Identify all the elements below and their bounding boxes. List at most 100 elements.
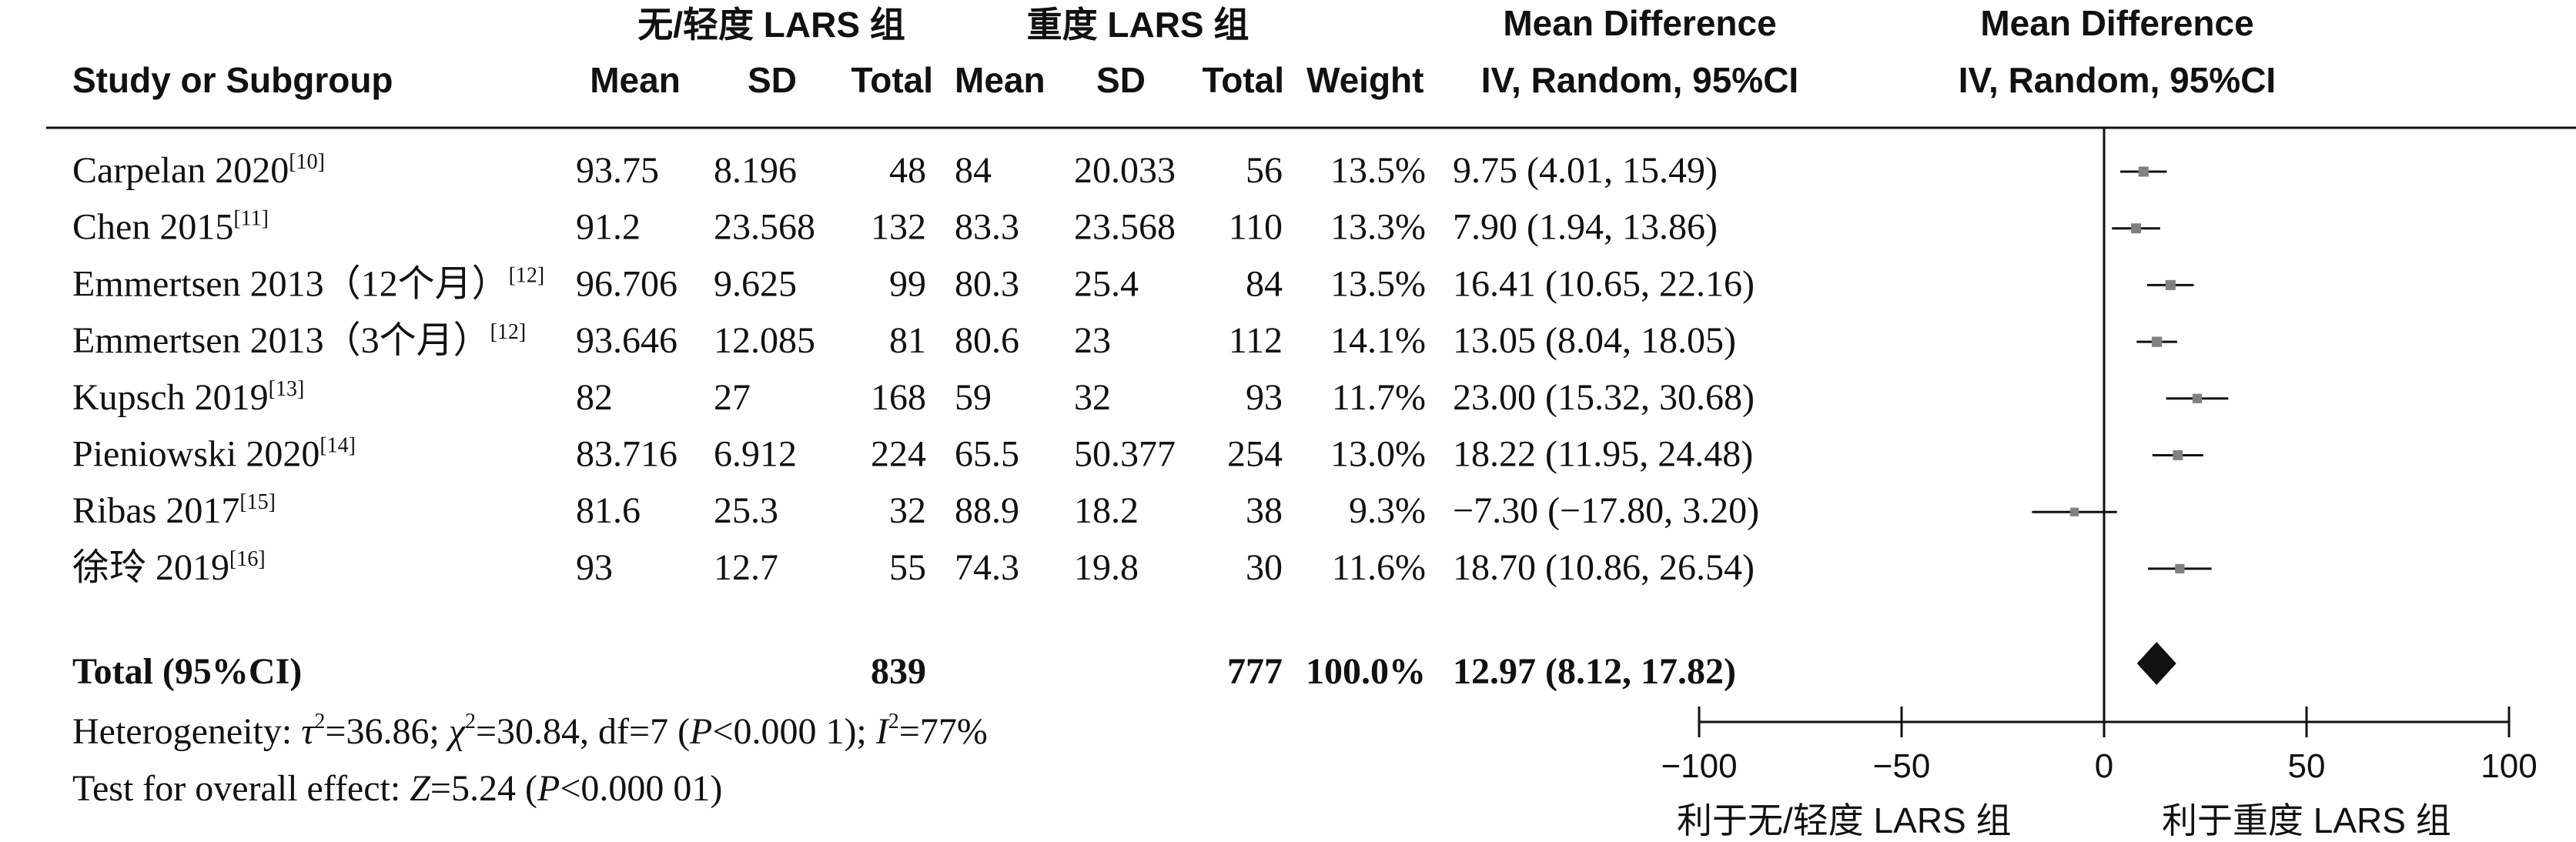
cell-ci-text: −7.30 (−17.80, 3.20)	[1453, 490, 1759, 531]
cell-n2: 110	[1229, 207, 1283, 248]
sd2-header: SD	[1096, 60, 1146, 100]
study-rows: Carpelan 2020[10] 93.75 8.196 48 84 20.033 56 1…	[72, 150, 1759, 588]
cell-sd1: 9.625	[714, 263, 797, 304]
cell-weight: 13.5%	[1330, 263, 1426, 304]
effect-marker	[2151, 336, 2163, 347]
forest-plot-marks	[2032, 166, 2229, 685]
cell-n2: 30	[1246, 547, 1283, 588]
weight-header: Weight	[1306, 60, 1423, 100]
cell-mean1: 93.646	[576, 320, 677, 361]
cell-sd2: 20.033	[1074, 150, 1176, 191]
study-name: Emmertsen 2013（3个月）[12]	[72, 320, 526, 361]
cell-ci-text: 18.22 (11.95, 24.48)	[1453, 434, 1753, 475]
table-row: Emmertsen 2013（3个月）[12] 93.646 12.085 81 80.…	[72, 320, 1736, 361]
cell-ci-text: 13.05 (8.04, 18.05)	[1453, 320, 1736, 361]
effect-marker	[2070, 507, 2079, 516]
pooled-diamond	[2136, 642, 2176, 685]
total-ci: 12.97 (8.12, 17.82)	[1453, 651, 1736, 692]
cell-n2: 93	[1246, 377, 1283, 418]
total-n1: 839	[871, 651, 926, 692]
table-row: Chen 2015[11] 91.2 23.568 132 83.3 23.568 110 1…	[72, 207, 1718, 248]
cell-ci-text: 18.70 (10.86, 26.54)	[1453, 547, 1755, 588]
cell-mean2: 65.5	[955, 434, 1019, 475]
study-name: Kupsch 2019[13]	[72, 377, 304, 418]
cell-mean1: 93	[576, 547, 613, 588]
cell-weight: 11.7%	[1332, 377, 1426, 418]
cell-ci-text: 7.90 (1.94, 13.86)	[1453, 207, 1718, 248]
effect-marker	[2175, 563, 2185, 574]
total-n2: 777	[1227, 651, 1283, 692]
favours-left-label: 利于无/轻度 LARS 组	[1677, 800, 2012, 840]
cell-n2: 56	[1246, 150, 1283, 191]
plot-header-top: Mean Difference	[1980, 3, 2253, 43]
cell-sd2: 23	[1074, 320, 1111, 361]
cell-weight: 11.6%	[1332, 547, 1426, 588]
cell-n1: 132	[871, 207, 926, 248]
cell-weight: 13.0%	[1330, 434, 1426, 475]
cell-ci-text: 23.00 (15.32, 30.68)	[1453, 377, 1755, 418]
study-name: Chen 2015[11]	[72, 207, 269, 248]
sd1-header: SD	[748, 60, 797, 100]
study-name: Emmertsen 2013（12个月）[12]	[72, 263, 544, 304]
total-label: Total (95%CI)	[72, 651, 302, 692]
study-name: Ribas 2017[15]	[72, 490, 276, 531]
cell-ci-text: 16.41 (10.65, 22.16)	[1453, 263, 1755, 304]
group2-header: 重度 LARS 组	[1027, 5, 1250, 45]
plot-header-sub: IV, Random, 95%CI	[1959, 60, 2276, 100]
cell-sd2: 25.4	[1074, 263, 1139, 304]
tick-label: 50	[2288, 747, 2326, 785]
cell-weight: 9.3%	[1349, 490, 1426, 531]
cell-mean1: 83.716	[576, 434, 677, 475]
table-row: Kupsch 2019[13] 82 27 168 59 32 93 11.7% 23.00 (…	[72, 377, 1755, 418]
cell-sd1: 12.085	[714, 320, 815, 361]
study-name: 徐玲 2019[16]	[72, 547, 266, 588]
effect-marker	[2138, 166, 2149, 177]
cell-n1: 32	[889, 490, 926, 531]
total2-header: Total	[1203, 60, 1284, 100]
cell-n1: 48	[889, 150, 926, 191]
cell-mean1: 93.75	[576, 150, 659, 191]
cell-n2: 38	[1246, 490, 1283, 531]
cell-n2: 254	[1227, 434, 1283, 475]
tick-label: −50	[1873, 747, 1931, 785]
study-header: Study or Subgroup	[72, 60, 393, 100]
cell-mean2: 88.9	[955, 490, 1019, 531]
total-weight: 100.0%	[1306, 651, 1426, 692]
cell-sd2: 50.377	[1074, 434, 1176, 475]
total1-header: Total	[851, 60, 933, 100]
cell-n1: 81	[889, 320, 926, 361]
cell-mean2: 83.3	[955, 207, 1019, 248]
effect-marker	[2165, 279, 2176, 290]
table-row: Emmertsen 2013（12个月）[12] 96.706 9.625 99 80.…	[72, 263, 1755, 304]
effect-marker	[2173, 450, 2183, 460]
cell-n1: 224	[871, 434, 926, 475]
cell-mean1: 82	[576, 377, 613, 418]
cell-sd1: 12.7	[714, 547, 778, 588]
cell-sd1: 8.196	[714, 150, 797, 191]
cell-weight: 13.3%	[1330, 207, 1426, 248]
mean2-header: Mean	[955, 60, 1045, 100]
study-name: Pieniowski 2020[14]	[72, 434, 356, 475]
tick-label: −100	[1661, 747, 1737, 785]
x-axis-ticks: −100 −50 0 50 100	[1661, 707, 2538, 785]
cell-sd1: 6.912	[714, 434, 797, 475]
favours-right-label: 利于重度 LARS 组	[2162, 800, 2451, 840]
cell-n1: 168	[871, 377, 926, 418]
cell-sd1: 27	[714, 377, 751, 418]
cell-weight: 14.1%	[1330, 320, 1426, 361]
cell-mean2: 80.3	[955, 263, 1019, 304]
cell-mean2: 59	[955, 377, 992, 418]
cell-n2: 112	[1229, 320, 1283, 361]
cell-mean1: 91.2	[576, 207, 641, 248]
cell-sd2: 32	[1074, 377, 1111, 418]
cell-weight: 13.5%	[1330, 150, 1426, 191]
cell-mean2: 84	[955, 150, 992, 191]
cell-sd1: 23.568	[714, 207, 815, 248]
cell-mean1: 81.6	[576, 490, 641, 531]
cell-sd1: 25.3	[714, 490, 778, 531]
cell-n1: 99	[889, 263, 926, 304]
tick-label: 0	[2095, 747, 2113, 785]
overall-effect-text: Test for overall effect: Z=5.24 (P<0.000…	[72, 768, 722, 809]
effect-marker	[2131, 223, 2142, 234]
